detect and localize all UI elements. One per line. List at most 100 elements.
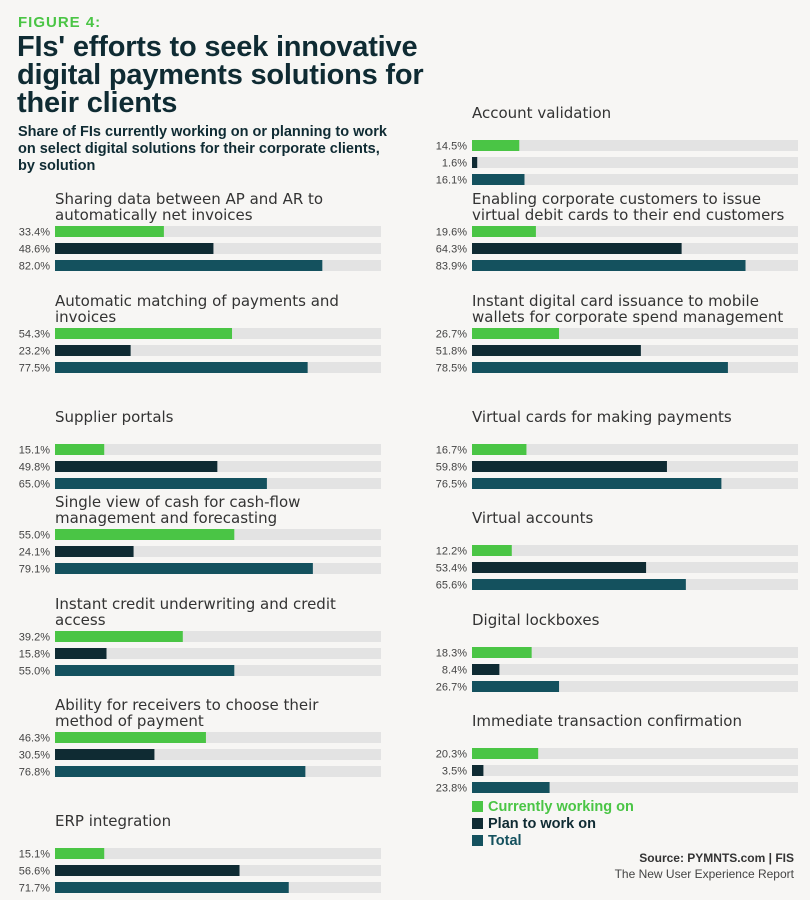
value-label: 3.5% xyxy=(442,766,467,778)
bar-working xyxy=(472,545,512,556)
value-label: 53.4% xyxy=(436,563,467,575)
bar-working xyxy=(55,732,206,743)
legend-label-total: Total xyxy=(488,832,522,849)
category-title: Digital lockboxes xyxy=(472,611,600,629)
value-label: 12.2% xyxy=(436,546,467,558)
legend-swatch-working xyxy=(472,801,483,812)
category-title: Virtual accounts xyxy=(472,509,594,527)
bar-working xyxy=(472,748,539,759)
bar-track xyxy=(55,732,381,743)
bar-plan xyxy=(472,461,667,472)
category-title: method of payment xyxy=(55,712,204,730)
value-label: 30.5% xyxy=(19,750,50,762)
bar-working xyxy=(55,631,183,642)
bar-total xyxy=(472,782,550,793)
legend-item-plan: Plan to work on xyxy=(472,815,634,832)
bar-plan xyxy=(55,345,131,356)
category-group: Sharing data between AP and AR toautomat… xyxy=(19,190,381,273)
bar-track xyxy=(472,545,798,556)
bar-working xyxy=(55,529,235,540)
bar-total xyxy=(472,362,728,373)
legend-item-working: Currently working on xyxy=(472,798,634,815)
bar-track xyxy=(55,648,381,659)
value-label: 33.4% xyxy=(19,227,50,239)
category-title: Sharing data between AP and AR to xyxy=(55,190,323,208)
category-group: Single view of cash for cash-flowmanagem… xyxy=(19,493,381,576)
value-label: 16.7% xyxy=(436,445,467,457)
chart-title: FIs' efforts to seek innovative digital … xyxy=(17,31,424,119)
value-label: 82.0% xyxy=(19,261,50,273)
bar-total xyxy=(472,579,686,590)
value-label: 83.9% xyxy=(436,261,467,273)
bar-track xyxy=(472,664,798,675)
value-label: 26.7% xyxy=(436,682,467,694)
category-title: Instant digital card issuance to mobile xyxy=(472,292,759,310)
value-label: 15.1% xyxy=(19,445,50,457)
bar-total xyxy=(472,174,525,185)
bar-track xyxy=(472,681,798,692)
bar-track xyxy=(55,345,381,356)
value-label: 49.8% xyxy=(19,462,50,474)
bar-total xyxy=(472,478,722,489)
category-group: Automatic matching of payments andinvoic… xyxy=(19,292,381,375)
bar-total xyxy=(472,681,560,692)
bar-working xyxy=(472,226,536,237)
category-title: management and forecasting xyxy=(55,509,277,527)
value-label: 24.1% xyxy=(19,547,50,559)
bar-plan xyxy=(55,546,134,557)
value-label: 65.6% xyxy=(436,580,467,592)
bar-total xyxy=(55,766,306,777)
category-group: Instant digital card issuance to mobilew… xyxy=(436,292,798,375)
value-label: 54.3% xyxy=(19,329,50,341)
category-title: ERP integration xyxy=(55,812,171,830)
category-title: access xyxy=(55,611,106,629)
value-label: 51.8% xyxy=(436,346,467,358)
bar-track xyxy=(55,631,381,642)
category-group: Supplier portals 15.1% 49.8% 65.0% xyxy=(19,408,381,491)
value-label: 48.6% xyxy=(19,244,50,256)
value-label: 77.5% xyxy=(19,363,50,375)
value-label: 14.5% xyxy=(436,141,467,153)
legend-item-total: Total xyxy=(472,832,634,849)
bar-total xyxy=(55,882,289,893)
category-title: Instant credit underwriting and credit xyxy=(55,595,336,613)
value-label: 19.6% xyxy=(436,227,467,239)
value-label: 20.3% xyxy=(436,749,467,761)
category-title: Account validation xyxy=(472,104,611,122)
category-group: Virtual cards for making payments 16.7% 59… xyxy=(436,408,798,491)
bar-track xyxy=(55,461,381,472)
category-title: Enabling corporate customers to issue xyxy=(472,190,761,208)
value-label: 39.2% xyxy=(19,632,50,644)
bar-plan xyxy=(472,664,500,675)
bar-plan xyxy=(55,865,240,876)
bar-track xyxy=(472,140,798,151)
bar-plan xyxy=(472,345,641,356)
value-label: 15.1% xyxy=(19,849,50,861)
value-label: 16.1% xyxy=(436,175,467,187)
value-label: 56.6% xyxy=(19,866,50,878)
report-name: The New User Experience Report xyxy=(614,867,794,881)
value-label: 8.4% xyxy=(442,665,467,677)
bar-plan xyxy=(55,648,107,659)
bar-track xyxy=(55,848,381,859)
value-label: 71.7% xyxy=(19,883,50,895)
value-label: 78.5% xyxy=(436,363,467,375)
bar-plan xyxy=(472,765,484,776)
bar-plan xyxy=(55,461,218,472)
category-title: Virtual cards for making payments xyxy=(472,408,732,426)
bar-total xyxy=(55,665,235,676)
category-group: ERP integration 15.1% 56.6% 71.7% xyxy=(19,812,381,895)
bar-total xyxy=(55,260,323,271)
legend-label-working: Currently working on xyxy=(488,798,634,815)
value-label: 1.6% xyxy=(442,158,467,170)
bar-working xyxy=(472,647,532,658)
category-title: invoices xyxy=(55,308,116,326)
bar-plan xyxy=(472,157,478,168)
bar-plan xyxy=(55,243,214,254)
bar-working xyxy=(472,444,527,455)
bar-total xyxy=(472,260,746,271)
legend: Currently working on Plan to work on Tot… xyxy=(472,798,634,849)
bar-track xyxy=(55,243,381,254)
bar-working xyxy=(55,444,105,455)
value-label: 59.8% xyxy=(436,462,467,474)
